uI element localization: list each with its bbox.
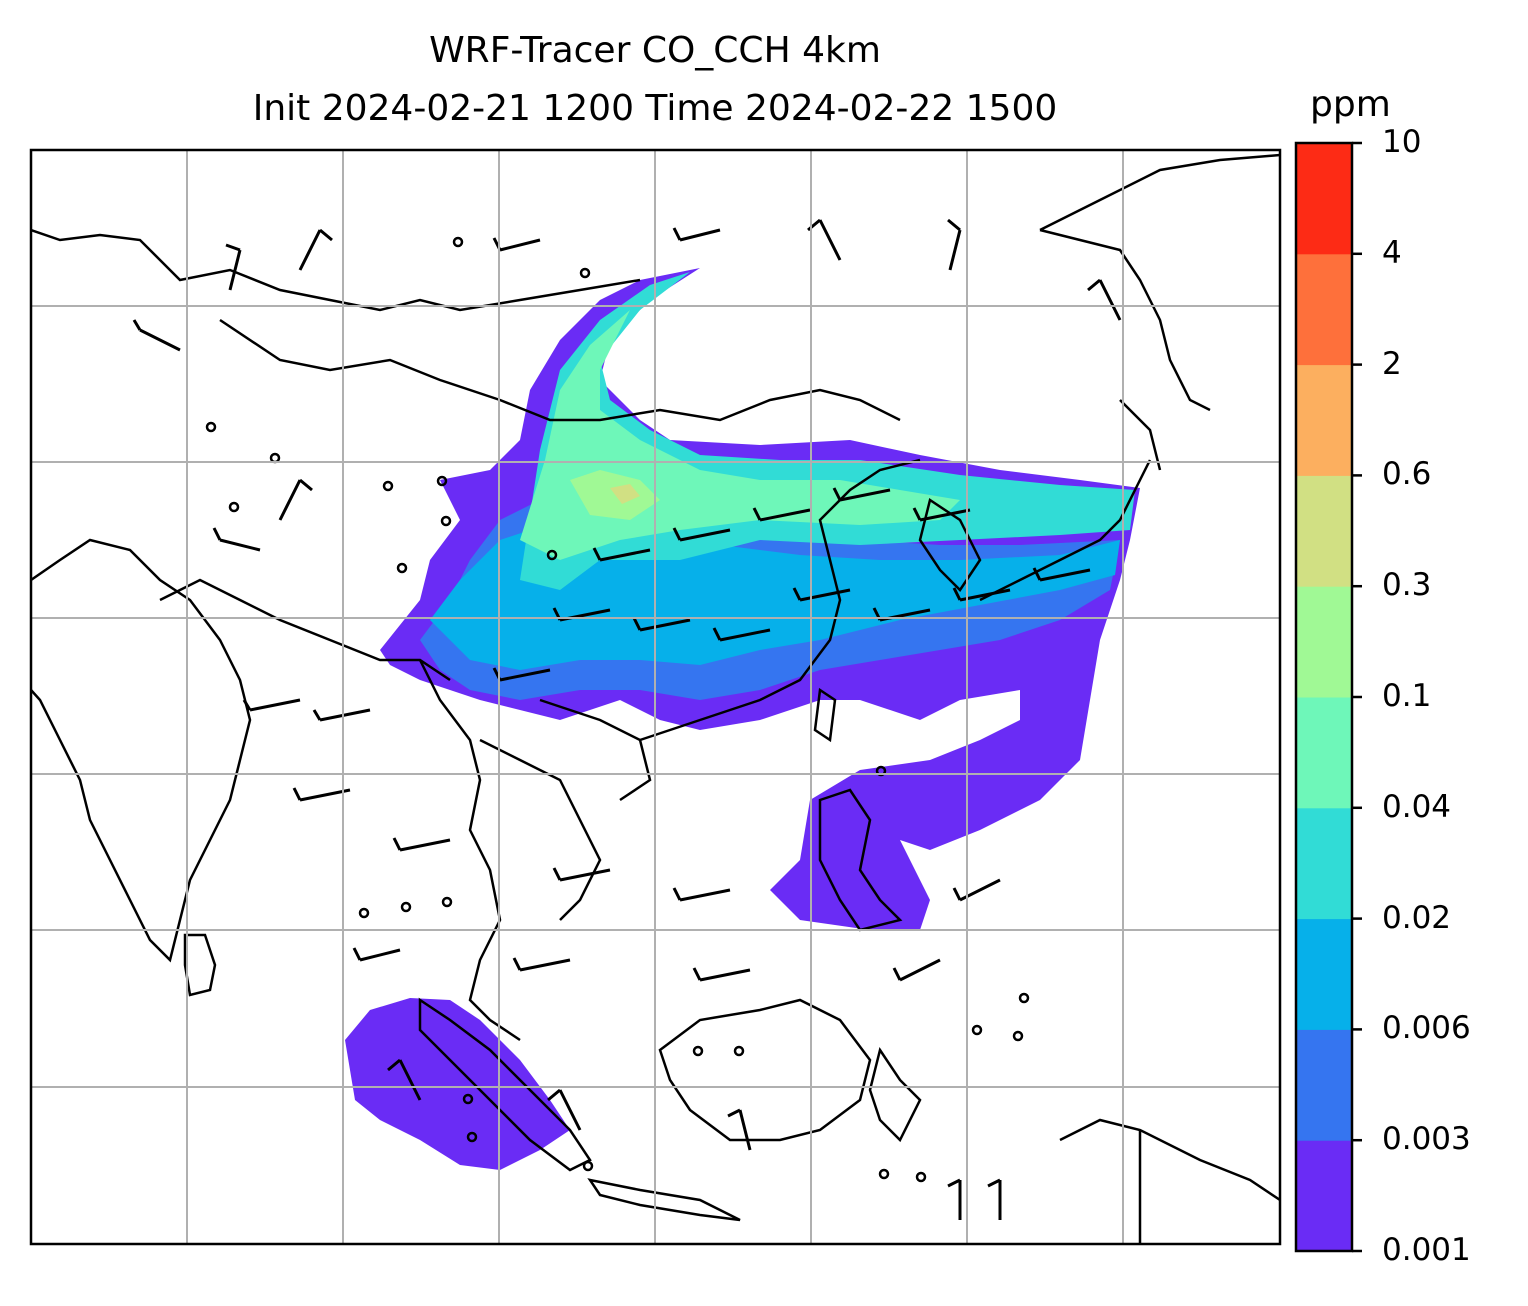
plume-low-south: [345, 998, 570, 1170]
colorbar-tick-label: 0.1: [1382, 678, 1432, 714]
plume-light-region: [570, 470, 660, 520]
colorbar-tick-label: 0.003: [1382, 1121, 1471, 1158]
colorbar-segment: [1296, 807, 1352, 920]
map-area: [31, 150, 1280, 1244]
colorbar-segment: [1296, 586, 1352, 698]
colorbar-segment: [1296, 143, 1352, 255]
colorbar-tick-label: 2: [1382, 345, 1402, 382]
colorbar-segment: [1296, 364, 1352, 476]
wind-barbs: [132, 218, 1122, 1220]
calm-circles: [205, 236, 1030, 1183]
colorbar-segment: [1296, 1140, 1352, 1252]
colorbar: [1296, 141, 1362, 1253]
colorbar-tick-label: 10: [1382, 124, 1422, 160]
gridlines: [31, 150, 1280, 1244]
colorbar-tick-label: 0.001: [1382, 1232, 1471, 1268]
map-title-line2: Init 2024-02-21 1200 Time 2024-02-22 150…: [252, 88, 1058, 129]
coastlines: [31, 153, 1280, 1244]
colorbar-segment: [1296, 475, 1352, 587]
map-frame: [29, 148, 1282, 1246]
colorbar-tick-label: 0.3: [1382, 567, 1432, 604]
colorbar-segment: [1296, 918, 1352, 1030]
colorbar-tick-label: 0.006: [1382, 1010, 1471, 1047]
colorbar-segment: [1296, 1029, 1352, 1141]
colorbar-unit: ppm: [1310, 84, 1391, 125]
colorbar-tick-label: 0.04: [1382, 788, 1452, 825]
plume-yellow-region: [610, 484, 640, 504]
colorbar-segment: [1296, 697, 1352, 809]
colorbar-segment: [1296, 253, 1352, 366]
colorbar-tick-label: 0.6: [1382, 456, 1432, 493]
colorbar-tick-label: 0.02: [1382, 899, 1452, 936]
map-title-line1: WRF-Tracer CO_CCH 4km: [429, 30, 881, 71]
colorbar-frame: [1294, 141, 1354, 1253]
colorbar-tick-label: 4: [1382, 234, 1402, 271]
